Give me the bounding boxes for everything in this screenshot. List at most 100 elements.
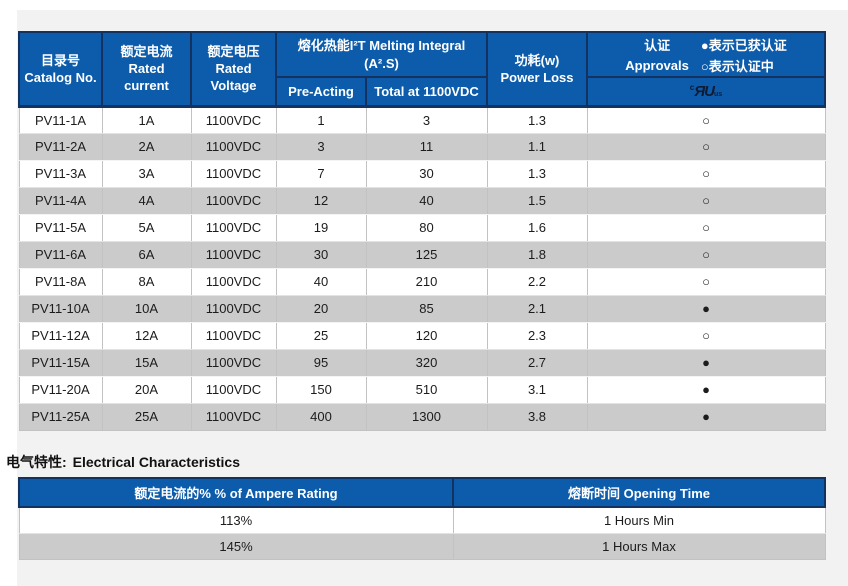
cell-approval: ● (586, 376, 826, 404)
cell-power-loss: 1.3 (486, 106, 588, 134)
table-row: 113% 1 Hours Min (18, 507, 826, 534)
ul-c-mark: c (689, 82, 695, 92)
cell-total: 320 (365, 349, 488, 377)
cell-catalog: PV11-10A (18, 295, 103, 323)
fuse-spec-table: 目录号 Catalog No. 额定电流 Rated current 额定电压 … (18, 31, 826, 431)
cell-voltage: 1100VDC (190, 187, 277, 215)
cell-total: 3 (365, 106, 488, 134)
legend-pending: ○表示认证中 (700, 58, 774, 74)
cell-pre-acting: 400 (275, 403, 367, 431)
cell-catalog: PV11-6A (18, 241, 103, 269)
top-white-strip (0, 0, 848, 10)
cell-catalog: PV11-1A (18, 106, 103, 134)
cell-pre-acting: 7 (275, 160, 367, 188)
section-title: 电气特性: Electrical Characteristics (6, 452, 240, 472)
cell-voltage: 1100VDC (190, 403, 277, 431)
cell-current: 10A (101, 295, 192, 323)
cell-catalog: PV11-25A (18, 403, 103, 431)
cell-pre-acting: 95 (275, 349, 367, 377)
cell-approval: ● (586, 403, 826, 431)
cell-voltage: 1100VDC (190, 241, 277, 269)
cell-pre-acting: 150 (275, 376, 367, 404)
table-row: PV11-6A 6A 1100VDC 30 125 1.8 ○ (18, 241, 826, 269)
col-header-approvals: 认证 ●表示已获认证 Approvals ○表示认证中 (586, 31, 826, 78)
cell-power-loss: 1.5 (486, 187, 588, 215)
cell-voltage: 1100VDC (190, 322, 277, 350)
elec-table-body: 113% 1 Hours Min 145% 1 Hours Max (18, 507, 826, 560)
cell-catalog: PV11-4A (18, 187, 103, 215)
cell-total: 40 (365, 187, 488, 215)
col-header-ampere-rating: 额定电流的% % of Ampere Rating (18, 477, 454, 508)
cell-power-loss: 1.6 (486, 214, 588, 242)
spec-table-body: PV11-1A 1A 1100VDC 1 3 1.3 ○ PV11-2A 2A 1100VDC 3 1… (18, 106, 826, 431)
cell-pre-acting: 20 (275, 295, 367, 323)
cell-current: 8A (101, 268, 192, 296)
table-row: PV11-3A 3A 1100VDC 7 30 1.3 ○ (18, 160, 826, 188)
approvals-label-en: Approvals (625, 57, 689, 73)
table-row: PV11-25A 25A 1100VDC 400 1300 3.8 ● (18, 403, 826, 431)
cell-voltage: 1100VDC (190, 133, 277, 161)
cell-total: 210 (365, 268, 488, 296)
cell-total: 125 (365, 241, 488, 269)
cell-pre-acting: 12 (275, 187, 367, 215)
cell-current: 12A (101, 322, 192, 350)
table-row: PV11-10A 10A 1100VDC 20 85 2.1 ● (18, 295, 826, 323)
cell-pre-acting: 25 (275, 322, 367, 350)
cell-current: 15A (101, 349, 192, 377)
header-row-sub: Pre-Acting Total at 1100VDC cЯUus (19, 76, 826, 107)
section-title-en: Electrical Characteristics (72, 454, 240, 470)
header-row-top: 目录号 Catalog No. 额定电流 Rated current 额定电压 … (18, 31, 826, 107)
cell-power-loss: 1.8 (486, 241, 588, 269)
cell-current: 6A (101, 241, 192, 269)
spec-table-header: 目录号 Catalog No. 额定电流 Rated current 额定电压 … (18, 31, 826, 107)
col-header-opening-time: 熔断时间 Opening Time (452, 477, 826, 508)
cell-time: 1 Hours Max (452, 533, 826, 560)
cell-approval: ○ (586, 187, 826, 215)
cell-catalog: PV11-2A (18, 133, 103, 161)
cell-current: 1A (101, 106, 192, 134)
cell-approval: ○ (586, 106, 826, 134)
col-header-rated-current: 额定电流 Rated current (101, 31, 192, 107)
approvals-legend: 认证 ●表示已获认证 Approvals ○表示认证中 (590, 35, 822, 75)
cell-catalog: PV11-15A (18, 349, 103, 377)
cell-approval: ○ (586, 133, 826, 161)
ul-recognized-icon: cЯUus (689, 82, 723, 100)
legend-certified: ●表示已获认证 (700, 37, 787, 53)
cell-catalog: PV11-12A (18, 322, 103, 350)
col-header-power-loss: 功耗(w) Power Loss (486, 31, 588, 107)
cell-pre-acting: 1 (275, 106, 367, 134)
cell-pre-acting: 30 (275, 241, 367, 269)
cell-power-loss: 2.1 (486, 295, 588, 323)
cell-approval: ○ (586, 322, 826, 350)
ul-us-mark: us (714, 90, 723, 98)
cell-total: 120 (365, 322, 488, 350)
table-row: PV11-8A 8A 1100VDC 40 210 2.2 ○ (18, 268, 826, 296)
ul-ru-mark: ЯU (694, 82, 715, 100)
cell-catalog: PV11-8A (18, 268, 103, 296)
cell-total: 510 (365, 376, 488, 404)
approvals-label-cn: 认证 (644, 37, 671, 53)
cell-voltage: 1100VDC (190, 349, 277, 377)
cell-catalog: PV11-20A (18, 376, 103, 404)
cell-approval: ○ (586, 241, 826, 269)
cell-pre-acting: 3 (275, 133, 367, 161)
cell-current: 5A (101, 214, 192, 242)
left-white-strip (0, 0, 17, 586)
cell-approval: ● (586, 295, 826, 323)
cell-total: 11 (365, 133, 488, 161)
table-row: PV11-2A 2A 1100VDC 3 11 1.1 ○ (18, 133, 826, 161)
col-header-catalog: 目录号 Catalog No. (18, 31, 103, 107)
elec-table-header: 额定电流的% % of Ampere Rating 熔断时间 Opening T… (18, 477, 826, 508)
cell-approval: ○ (586, 214, 826, 242)
table-row: PV11-4A 4A 1100VDC 12 40 1.5 ○ (18, 187, 826, 215)
cell-total: 1300 (365, 403, 488, 431)
cell-approval: ○ (586, 160, 826, 188)
cell-approval: ● (586, 349, 826, 377)
table-row: PV11-1A 1A 1100VDC 1 3 1.3 ○ (18, 106, 826, 134)
ul-logo-cell: cЯUus (586, 76, 826, 107)
cell-catalog: PV11-5A (18, 214, 103, 242)
cell-voltage: 1100VDC (190, 268, 277, 296)
cell-pre-acting: 40 (275, 268, 367, 296)
col-header-total-1100vdc: Total at 1100VDC (365, 76, 488, 107)
